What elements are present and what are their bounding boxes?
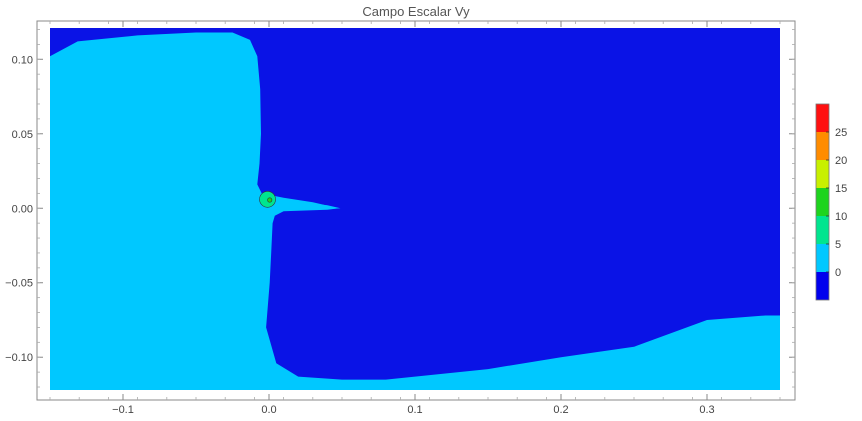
x-tick-label: 0.3 (699, 404, 714, 416)
plot-area (50, 28, 780, 390)
colorbar-band (816, 272, 829, 300)
colorbar-frame (815, 103, 830, 301)
x-tick-label: −0.1 (112, 404, 134, 416)
contour-low-speed-region (50, 28, 780, 380)
colorbar-tick-label: 5 (835, 239, 841, 251)
contour-stagnation-core (267, 197, 273, 203)
y-tick-label: −0.05 (5, 278, 33, 290)
colorbar-band (816, 160, 829, 188)
y-tick-label: −0.10 (5, 352, 33, 364)
chart-title: Campo Escalar Vy (362, 4, 470, 19)
axes-frame (36, 20, 796, 401)
colorbar-band (816, 188, 829, 216)
colorbar-tick-label: 10 (835, 211, 847, 223)
colorbar-band (816, 244, 829, 272)
x-tick-label: 0.2 (553, 404, 568, 416)
axes: −0.1 0.0 0.1 0.2 0.3 0.10 0.05 0.00 −0.05 −0.10 (5, 20, 796, 416)
y-tick-label: 0.05 (12, 129, 33, 141)
x-tick-label: 0.1 (407, 404, 422, 416)
y-tick-label: 0.00 (12, 203, 33, 215)
colorbar-tick-label: 20 (835, 155, 847, 167)
contour-wake-strip (276, 199, 341, 209)
colorbar-band (816, 104, 829, 132)
colorbar-legend: 0 5 10 15 20 25 (815, 103, 847, 301)
colorbar-tick-label: 25 (835, 127, 847, 139)
colorbar-tick-label: 15 (835, 183, 847, 195)
x-tick-label: 0.0 (261, 404, 276, 416)
y-tick-label: 0.10 (12, 54, 33, 66)
colorbar-band (816, 132, 829, 160)
colorbar-band (816, 216, 829, 244)
colorbar-tick-label: 0 (835, 267, 841, 279)
